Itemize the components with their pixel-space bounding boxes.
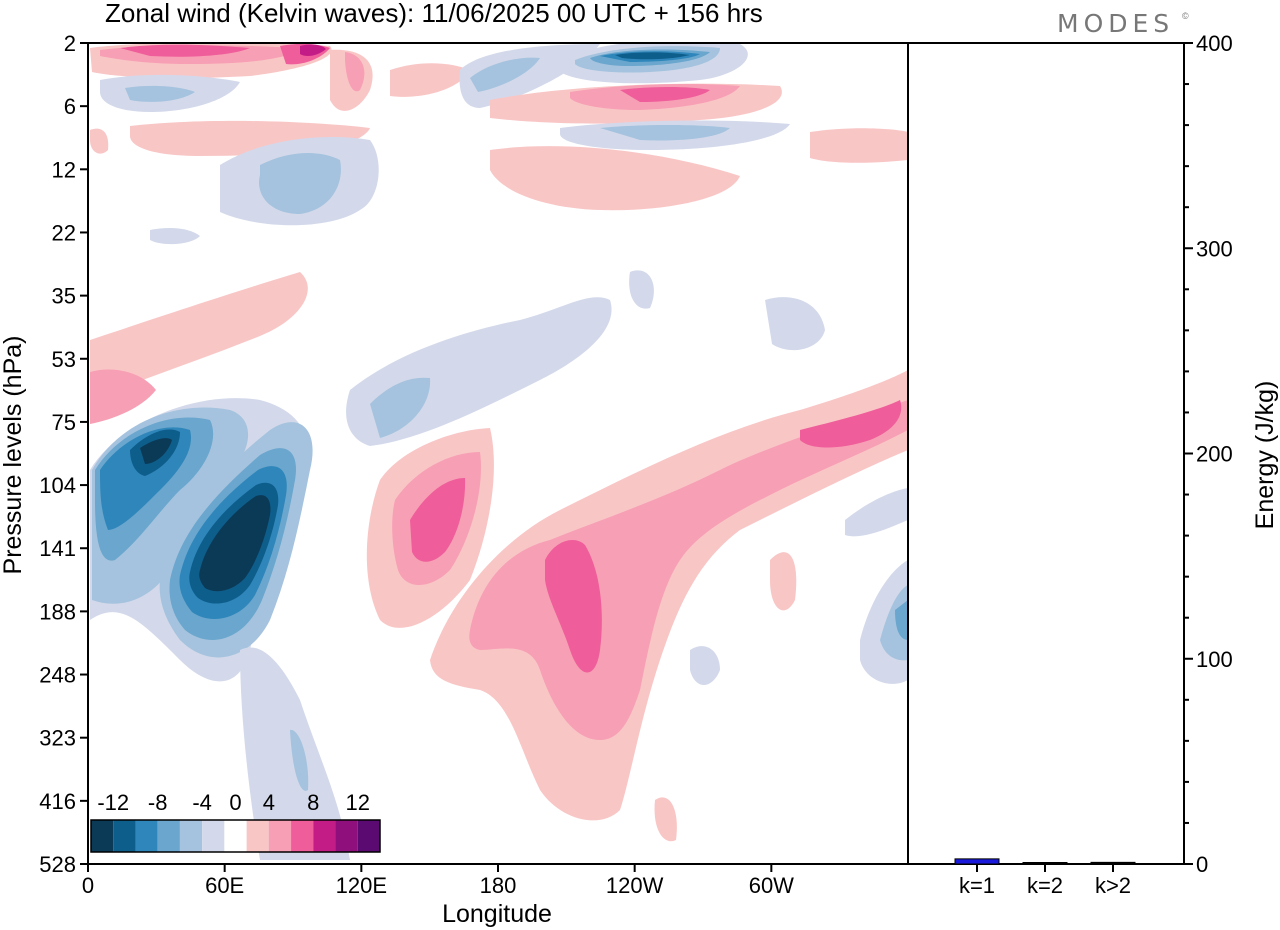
x-tick-label: 0: [82, 873, 94, 898]
colorbar-label: 8: [307, 790, 319, 815]
energy-bars: k=1 k=2 k>2: [954, 858, 1136, 898]
energy-axis-label: Energy (J/kg): [1251, 381, 1279, 530]
y-axis-label: Pressure levels (hPa): [0, 336, 27, 575]
bar-panel-frame: [907, 42, 1185, 865]
y-tick-label: 141: [39, 536, 76, 561]
y-tick-label: 2: [64, 31, 76, 56]
chart-title: Zonal wind (Kelvin waves): 11/06/2025 00…: [105, 0, 763, 28]
colorbar-swatch: [135, 820, 158, 852]
y-tick-label: 416: [39, 789, 76, 814]
colorbar-label: -4: [192, 790, 212, 815]
bar-category-label: k=1: [959, 873, 995, 898]
bar-category-label: k=2: [1027, 873, 1063, 898]
x-tick-label: 120E: [336, 873, 387, 898]
colorbar-swatch: [335, 820, 358, 852]
y-axis-ticks: 2 6 12 22 35 53 75 104 141 188 248 323 416 528: [39, 31, 88, 877]
colorbar-swatch: [313, 820, 336, 852]
y-tick-label: 6: [64, 94, 76, 119]
energy-tick-label: 100: [1196, 647, 1233, 672]
energy-tick-label: 300: [1196, 236, 1233, 261]
energy-bar: [954, 858, 1000, 865]
colorbar-swatch: [357, 820, 380, 852]
colorbar-label: 4: [263, 790, 275, 815]
colorbar-label: -12: [97, 790, 129, 815]
colorbar-frame: [90, 819, 381, 853]
y-tick-label: 75: [52, 410, 76, 435]
x-axis-ticks: 0 60E 120E 180 120W 60W: [82, 864, 794, 898]
colorbar: -12 -8 -4 0 4 8 12: [90, 790, 381, 853]
x-tick-label: 60W: [749, 873, 794, 898]
y-tick-label: 12: [52, 157, 76, 182]
x-tick-label: 180: [480, 873, 517, 898]
y-tick-label: 22: [52, 220, 76, 245]
energy-tick-label: 200: [1196, 442, 1233, 467]
y-tick-label: 53: [52, 347, 76, 372]
energy-bar: [1090, 861, 1136, 865]
colorbar-swatch: [291, 820, 314, 852]
colorbar-swatch: [157, 820, 180, 852]
x-tick-label: 60E: [205, 873, 244, 898]
modes-logo-mark: ©: [1182, 11, 1189, 21]
y-tick-label: 528: [39, 852, 76, 877]
colorbar-swatch: [91, 820, 114, 852]
colorbar-label: -8: [148, 790, 168, 815]
x-axis-label: Longitude: [442, 900, 552, 928]
colorbar-swatch: [224, 820, 247, 852]
colorbar-swatch: [113, 820, 136, 852]
x-tick-label: 120W: [606, 873, 664, 898]
colorbar-swatch: [246, 820, 269, 852]
colorbar-label: 0: [229, 790, 241, 815]
y-tick-label: 104: [39, 473, 76, 498]
energy-tick-label: 400: [1196, 31, 1233, 56]
colorbar-swatch: [202, 820, 225, 852]
y-tick-label: 188: [39, 599, 76, 624]
energy-axis-ticks: 0 100 200 300 400: [1184, 31, 1233, 877]
energy-tick-label: 0: [1196, 852, 1208, 877]
modes-logo: MODES: [1057, 9, 1174, 38]
colorbar-label: 12: [346, 790, 370, 815]
y-tick-label: 35: [52, 284, 76, 309]
energy-bar: [1022, 862, 1068, 865]
y-tick-label: 248: [39, 663, 76, 688]
contour-field: [90, 43, 908, 860]
colorbar-swatch: [268, 820, 292, 852]
bar-category-label: k>2: [1095, 873, 1131, 898]
colorbar-swatch: [179, 820, 203, 852]
y-tick-label: 323: [39, 726, 76, 751]
